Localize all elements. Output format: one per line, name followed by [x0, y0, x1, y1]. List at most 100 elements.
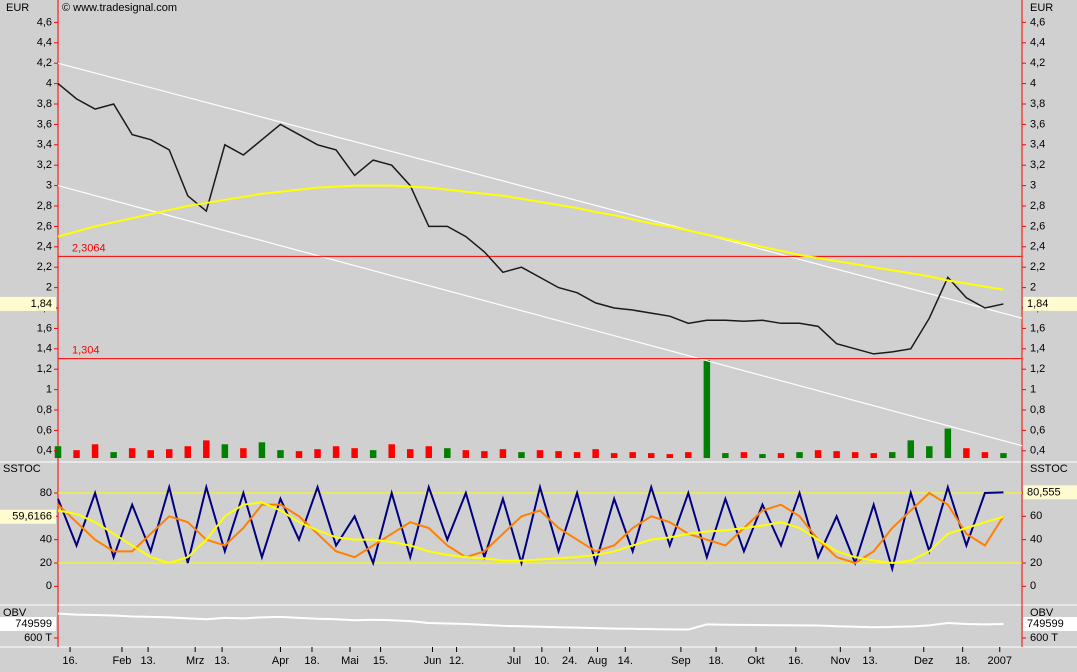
volume-bar — [481, 451, 488, 458]
x-tick-label: 13. — [140, 655, 155, 667]
volume-bar — [851, 452, 859, 458]
volume-bar — [277, 450, 284, 458]
x-tick-label: 16. — [788, 655, 803, 667]
currency-label: EUR — [1030, 2, 1053, 14]
x-tick-label: 24. — [562, 655, 577, 667]
y-tick-label: 0,8 — [37, 404, 52, 416]
x-tick-label: Nov — [831, 655, 851, 667]
y-tick-label: 3 — [46, 180, 52, 192]
x-tick-label: 13. — [214, 655, 229, 667]
y-tick-label: 3,2 — [37, 159, 52, 171]
volume-bar — [740, 452, 748, 458]
value-label: 749599 — [1027, 618, 1064, 630]
y-tick-label: 0,6 — [1030, 424, 1045, 436]
volume-bar — [332, 446, 340, 458]
currency-label: EUR — [6, 2, 29, 14]
volume-bar — [314, 449, 321, 458]
x-tick-label: Apr — [272, 655, 289, 667]
y-tick-label: 3,8 — [37, 98, 52, 110]
volume-bar — [388, 444, 395, 458]
value-box — [0, 509, 56, 524]
y-tick-label: 0,4 — [1030, 445, 1045, 457]
y-tick-label: 3,4 — [1030, 139, 1045, 151]
y-tick-label: 20 — [1030, 557, 1042, 569]
y-tick-label: 0,6 — [37, 424, 52, 436]
volume-bar — [1000, 453, 1007, 458]
volume-bar — [703, 360, 711, 458]
y-tick-label: 3 — [1030, 180, 1036, 192]
y-tick-label: 0,8 — [1030, 404, 1045, 416]
volume-bar — [536, 450, 544, 458]
x-tick-label: 18. — [304, 655, 319, 667]
y-tick-label: 2,6 — [1030, 220, 1045, 232]
y-tick-label: 2,6 — [37, 220, 52, 232]
y-tick-label: 4,4 — [1030, 37, 1045, 49]
volume-bar — [91, 444, 99, 458]
series-line — [57, 483, 1004, 573]
value-label: 80,555 — [1027, 486, 1061, 498]
value-label: 1,84 — [31, 298, 52, 310]
series-line — [57, 184, 1004, 291]
volume-bar — [888, 452, 896, 458]
x-tick-label: 10. — [534, 655, 549, 667]
y-tick-label: 2,2 — [1030, 261, 1045, 273]
y-tick-label: 4 — [46, 77, 52, 89]
volume-bar — [759, 454, 766, 458]
value-box — [0, 616, 56, 631]
y-tick-label: 1,4 — [37, 343, 52, 355]
x-tick-label: Jun — [424, 655, 442, 667]
y-tick-label: 1,2 — [1030, 363, 1045, 375]
volume-bar — [629, 452, 636, 458]
panel-title: SSTOC — [3, 463, 41, 475]
volume-bar — [685, 452, 692, 458]
y-tick-label: 2,4 — [1030, 241, 1045, 253]
volume-bar — [963, 448, 970, 458]
volume-bar — [926, 446, 933, 458]
volume-bar — [295, 451, 303, 458]
panel-title: SSTOC — [1030, 463, 1068, 475]
volume-bar — [647, 453, 655, 458]
volume-bar — [666, 454, 674, 458]
x-tick-label: 12. — [449, 655, 464, 667]
y-tick-label: 4 — [1030, 77, 1036, 89]
y-tick-label: 4,2 — [37, 57, 52, 69]
x-tick-label: Aug — [588, 655, 608, 667]
y-tick-label: 600 T — [1030, 632, 1058, 644]
volume-bar — [203, 440, 210, 458]
volume-bar — [814, 450, 822, 458]
y-tick-label: 1,2 — [37, 363, 52, 375]
volume-bar — [369, 450, 377, 458]
volume-bar — [833, 451, 840, 458]
x-tick-label: Okt — [747, 655, 764, 667]
x-tick-label: Mrz — [186, 655, 204, 667]
value-box — [1023, 616, 1077, 631]
volume-bar — [258, 442, 266, 458]
value-box — [1023, 296, 1077, 311]
volume-bar — [907, 440, 915, 458]
y-tick-label: 2 — [46, 282, 52, 294]
volume-bar — [184, 446, 192, 458]
x-tick-label: 2007 — [988, 655, 1012, 667]
x-tick-label: 15. — [373, 655, 388, 667]
source: © www.tradesignal.com — [62, 2, 177, 14]
y-tick-label: 2,8 — [1030, 200, 1045, 212]
x-tick-label: 18. — [708, 655, 723, 667]
value-label: 749599 — [15, 618, 52, 630]
x-tick-label: 14. — [618, 655, 633, 667]
series-line — [57, 83, 1004, 355]
volume-bar — [240, 448, 247, 458]
volume-bar — [981, 452, 989, 458]
level-label: 1,304 — [72, 345, 100, 357]
y-tick-label: 1,6 — [37, 322, 52, 334]
y-tick-label: 1,4 — [1030, 343, 1045, 355]
volume-bar — [573, 452, 581, 458]
x-tick-label: Jul — [507, 655, 521, 667]
volume-bar — [425, 446, 433, 458]
volume-bar — [351, 448, 358, 458]
y-tick-label: 0 — [46, 580, 52, 592]
value-label: 59,6166 — [12, 511, 52, 523]
volume-bar — [54, 446, 62, 458]
y-tick-label: 1 — [1030, 384, 1036, 396]
y-tick-label: 1 — [46, 384, 52, 396]
